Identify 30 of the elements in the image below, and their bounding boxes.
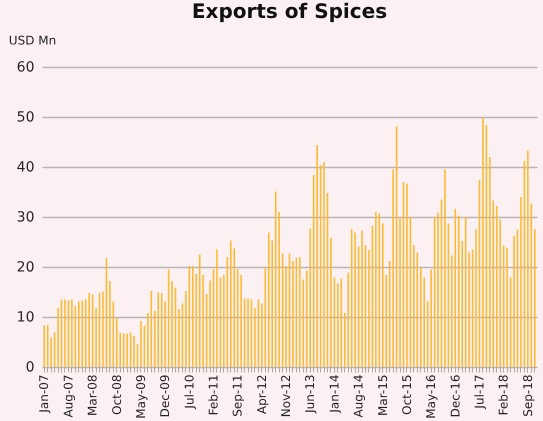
y-tick-label: 10 [16,310,34,326]
x-tick-label: Jun-13 [303,374,318,414]
y-tick-label: 0 [26,360,34,376]
x-tick-label: Sep-18 [520,374,535,417]
x-tick-label: Mar-08 [86,374,100,416]
x-tick-label: Feb-11 [206,374,221,416]
x-tick-label: Jul-17 [472,374,486,410]
x-tick-label: Jul-10 [182,374,196,410]
x-tick-label: Aug-07 [61,374,76,418]
y-tick-label: 60 [16,60,34,76]
x-tick-label: Nov-12 [279,374,294,418]
x-tick-label: Oct-08 [110,374,124,415]
y-tick-label: 30 [16,210,34,226]
x-tick-label: Apr-12 [254,374,269,414]
x-tick-label: Sep-11 [230,374,245,417]
y-axis-title: USD Mn [8,34,56,48]
y-tick-label: 20 [16,260,34,276]
y-tick-label: 50 [16,110,34,126]
x-tick-label: Dec-09 [158,374,172,418]
y-tick-label: 40 [16,160,34,176]
x-tick-label: Jan-07 [37,374,52,414]
x-tick-label: Mar-15 [376,374,390,416]
x-tick-label: Feb-18 [496,374,511,416]
x-tick-label: Dec-16 [448,374,462,418]
x-tick-label: Aug-14 [352,374,366,418]
x-tick-label: May-09 [134,374,148,419]
x-tick-label: May-16 [424,374,438,419]
x-tick-label: Jan-14 [327,374,342,414]
x-tick-label: Oct-15 [400,374,414,415]
chart-title: Exports of Spices [192,0,388,23]
